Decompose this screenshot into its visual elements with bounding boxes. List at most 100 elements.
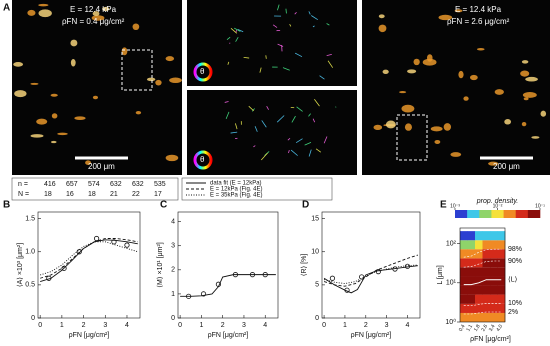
- table-cell: 574: [88, 181, 100, 188]
- fiber: [235, 37, 239, 42]
- x-tick-label: 4: [263, 322, 267, 329]
- cell: [404, 123, 412, 131]
- quantile-line: [463, 311, 502, 315]
- fiber: [308, 149, 312, 157]
- x-axis-label: ρFN [μg/cm²]: [69, 332, 110, 339]
- cell: [399, 91, 407, 94]
- fiber: [253, 145, 256, 148]
- heat-cell: [497, 285, 506, 295]
- heat-cell: [490, 231, 498, 241]
- table-cell: N =: [18, 191, 29, 198]
- y-tick-label: 1: [171, 291, 175, 298]
- x-tick-label: 2: [364, 322, 368, 329]
- x-tick-label: 1: [199, 322, 203, 329]
- x-tick-label: 1: [60, 322, 64, 329]
- cell: [38, 3, 49, 7]
- cell: [494, 89, 504, 95]
- y-tick-label: 10²: [446, 240, 457, 247]
- heat-cell: [475, 294, 483, 304]
- cell: [92, 95, 99, 100]
- panel-label: D: [302, 200, 309, 211]
- heat-cell: [497, 294, 506, 304]
- cell-layer: [13, 3, 547, 166]
- heat-cell: [460, 249, 468, 259]
- micrograph: [362, 0, 550, 175]
- fit-line: [40, 239, 138, 282]
- roi-box: [396, 114, 428, 161]
- cell: [469, 74, 478, 81]
- cell: [525, 76, 538, 82]
- x-tick-label: 3: [103, 322, 107, 329]
- fiber: [276, 115, 285, 123]
- heat-cell: [497, 249, 506, 259]
- fiber: [277, 43, 284, 47]
- fiber: [277, 4, 280, 11]
- annotation: ρFN = 2.6 μg/cm²: [447, 17, 510, 26]
- y-tick-label: 10⁰: [445, 318, 456, 326]
- cell: [378, 14, 385, 19]
- y-axis-label: ⟨A⟩ ×10³ [μm²]: [16, 243, 24, 287]
- panel-label: B: [3, 200, 10, 211]
- fiber: [272, 24, 278, 28]
- x-tick-label: 4: [406, 322, 410, 329]
- table-cell: 632: [110, 181, 122, 188]
- fiber: [289, 24, 292, 27]
- cell: [132, 23, 140, 31]
- cell: [520, 70, 530, 77]
- panel-label: E: [440, 200, 447, 211]
- cell: [50, 93, 58, 97]
- x-tick-label: 2: [82, 322, 86, 329]
- fiber: [237, 28, 244, 33]
- table-cell: 21: [110, 191, 118, 198]
- heat-cell: [482, 267, 491, 277]
- legend-box: [181, 177, 333, 201]
- heat-cell: [490, 249, 498, 259]
- heat-cell: [490, 285, 498, 295]
- heat-cell: [490, 240, 498, 250]
- heat-cell: [490, 303, 498, 313]
- cell: [70, 58, 76, 67]
- fiber: [323, 136, 328, 144]
- x-tick-label: 4: [125, 322, 129, 329]
- cell: [36, 118, 48, 125]
- fiber: [230, 27, 238, 34]
- heat-cell: [497, 231, 506, 241]
- heat-cell: [497, 267, 506, 277]
- heat-cell: [482, 249, 491, 259]
- y-tick-label: 0: [31, 315, 35, 322]
- cell: [476, 47, 485, 51]
- heat-cell: [490, 267, 498, 277]
- heat-cell: [460, 267, 468, 277]
- y-tick-label: 10¹: [446, 280, 457, 287]
- heat-cell: [497, 240, 506, 250]
- cell: [30, 134, 44, 138]
- x-tick-label: 0.4: [458, 323, 467, 332]
- heat-cell: [467, 249, 476, 259]
- heat-cell: [490, 312, 498, 322]
- cell: [155, 79, 162, 86]
- fiber: [319, 75, 325, 80]
- fiber: [229, 42, 231, 44]
- fiber: [285, 8, 287, 14]
- table-box: [11, 177, 179, 201]
- fiber: [251, 108, 255, 112]
- y-tick-label: 5: [315, 282, 319, 289]
- panel-label: C: [160, 200, 167, 211]
- cell: [378, 24, 387, 33]
- colorbar-title: prop. density.: [476, 198, 519, 205]
- fiber: [314, 99, 320, 107]
- y-axis-label: ⟨M⟩ ×10¹ [μm²]: [156, 242, 164, 288]
- heat-cell: [467, 312, 476, 322]
- heat-cell: [490, 294, 498, 304]
- heat-cell: [475, 249, 483, 259]
- fiber: [243, 57, 250, 59]
- fit-line: [180, 274, 276, 297]
- colorbar-tick-label: 10⁻³: [450, 203, 460, 209]
- fiber: [315, 148, 322, 153]
- heat-cell: [467, 267, 476, 277]
- heat-cell: [460, 258, 468, 268]
- panel-label: A: [3, 3, 10, 14]
- cell: [70, 39, 78, 47]
- fiber: [225, 111, 230, 120]
